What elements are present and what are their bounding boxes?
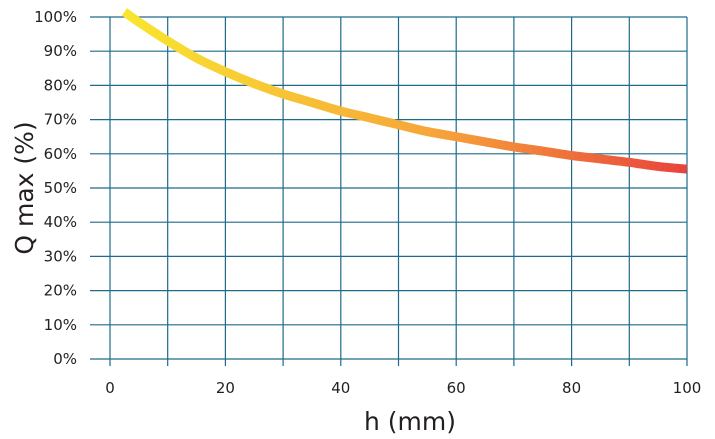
y-tick-label: 50% — [44, 179, 77, 197]
x-axis-title: h (mm) — [364, 407, 456, 436]
y-axis-title: Q max (%) — [10, 121, 39, 254]
y-tick-label: 80% — [44, 76, 77, 94]
x-tick-label: 100 — [673, 379, 702, 397]
x-tick-labels: 0 20 40 60 80 100 — [105, 379, 701, 397]
y-tick-labels: 0% 10% 20% 30% 40% 50% 60% 70% 80% 90% 100% — [34, 8, 77, 368]
x-tick-label: 40 — [331, 379, 350, 397]
x-tick-label: 20 — [216, 379, 235, 397]
series-layer — [121, 8, 688, 174]
y-tick-label: 20% — [44, 282, 77, 300]
y-tick-label: 60% — [44, 145, 77, 163]
x-tick-label: 80 — [562, 379, 581, 397]
y-tick-label: 30% — [44, 247, 77, 265]
y-tick-label: 70% — [44, 111, 77, 129]
series-line — [121, 8, 688, 174]
grid — [90, 16, 688, 366]
x-tick-label: 60 — [447, 379, 466, 397]
x-tick-label: 0 — [105, 379, 115, 397]
y-tick-label: 40% — [44, 213, 77, 231]
y-tick-label: 100% — [34, 8, 77, 26]
y-tick-label: 90% — [44, 42, 77, 60]
y-tick-label: 0% — [53, 350, 77, 368]
y-tick-label: 10% — [44, 316, 77, 334]
